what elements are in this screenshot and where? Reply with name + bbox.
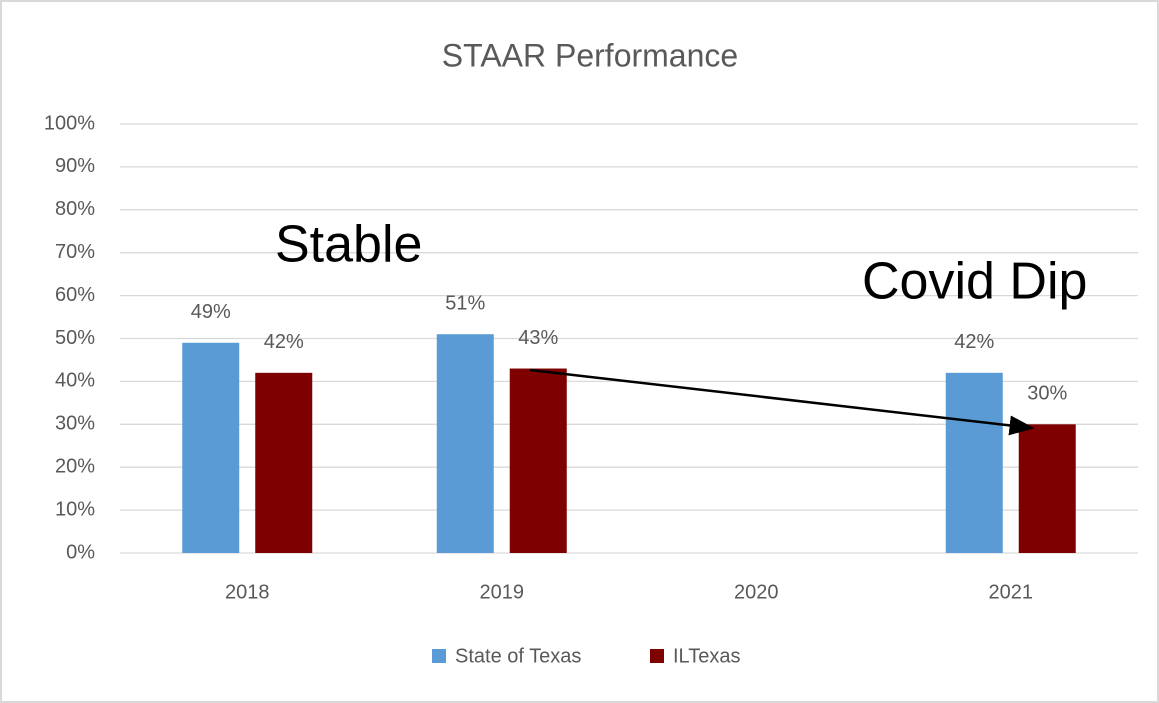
y-tick-label: 50% — [55, 327, 95, 349]
bar — [945, 372, 1003, 553]
data-label: 42% — [264, 331, 304, 353]
y-tick-label: 40% — [55, 370, 95, 392]
y-tick-label: 0% — [66, 541, 95, 563]
x-tick-label: 2019 — [480, 581, 525, 603]
arrow — [529, 368, 1035, 436]
data-label: 43% — [518, 327, 558, 349]
data-label: 51% — [445, 292, 485, 314]
y-tick-label: 30% — [55, 413, 95, 435]
annotation: Covid Dip — [862, 253, 1087, 311]
y-tick-label: 20% — [55, 455, 95, 477]
bar — [509, 368, 567, 553]
legend-swatch — [432, 649, 446, 663]
plot-area: 0% 10% 20% 30% 40% 50% 60% 70% 80% 90% 100% 2018 49%… — [44, 112, 1138, 667]
y-tick-label: 10% — [55, 498, 95, 520]
annotation: Stable — [275, 216, 422, 274]
y-tick-label: 60% — [55, 284, 95, 306]
bar — [436, 334, 494, 553]
y-tick-label: 80% — [55, 198, 95, 220]
bar — [182, 342, 240, 553]
data-label: 30% — [1027, 383, 1067, 405]
y-tick-label: 70% — [55, 241, 95, 263]
data-label: 49% — [191, 301, 231, 323]
y-tick-label: 100% — [44, 112, 95, 134]
x-tick-label: 2018 — [225, 581, 270, 603]
y-tick-label: 90% — [55, 155, 95, 177]
chart-title: STAAR Performance — [442, 37, 738, 73]
bar — [1018, 424, 1076, 553]
legend-swatch — [650, 649, 664, 663]
data-label: 42% — [954, 331, 994, 353]
x-tick-label: 2021 — [989, 581, 1034, 603]
legend-label: State of Texas — [455, 645, 581, 667]
bar — [255, 372, 313, 553]
x-tick-label: 2020 — [734, 581, 779, 603]
legend-label: ILTexas — [673, 645, 740, 667]
